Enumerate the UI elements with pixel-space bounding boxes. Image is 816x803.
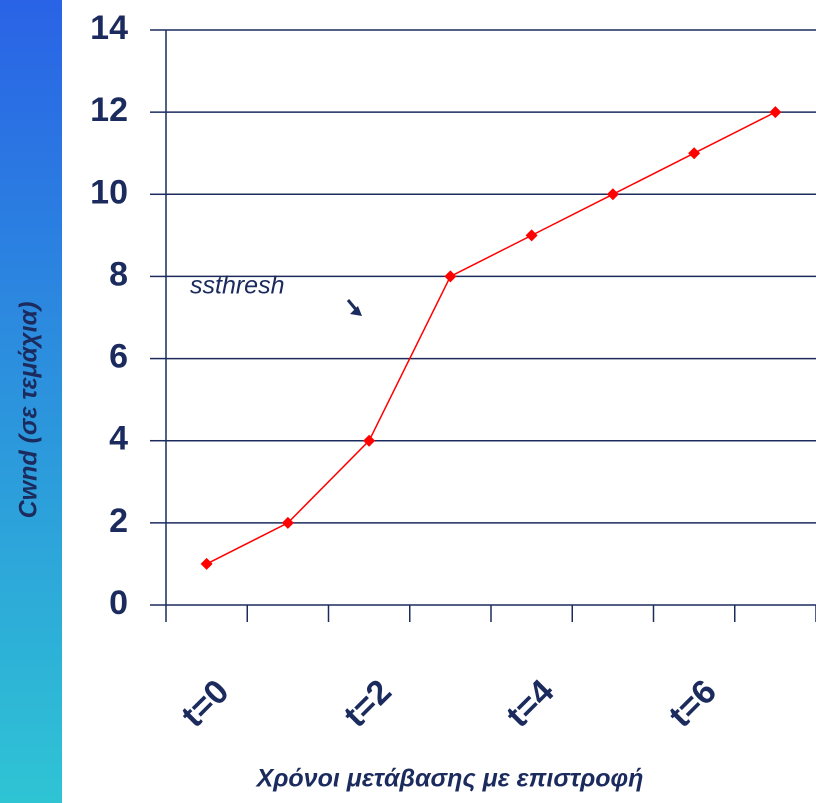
- y-tick-label: 10: [90, 173, 128, 211]
- y-tick-label: 12: [90, 91, 128, 129]
- y-tick-label: 4: [109, 420, 128, 458]
- y-tick-label: 14: [90, 9, 128, 47]
- y-tick-label: 8: [109, 255, 128, 293]
- x-tick-label: t=6: [662, 672, 724, 734]
- data-point: [769, 106, 782, 119]
- y-axis-label: Cwnd (σε τεμάχια): [15, 302, 43, 519]
- data-point: [525, 229, 538, 242]
- annotation-arrow: [346, 299, 362, 316]
- data-point: [444, 270, 457, 283]
- y-tick-label: 0: [109, 584, 128, 622]
- data-point: [200, 557, 213, 570]
- side-strip: [0, 0, 62, 803]
- data-point: [363, 434, 376, 447]
- data-point: [688, 147, 701, 160]
- x-tick-label: t=2: [337, 672, 399, 734]
- x-tick-label: t=4: [499, 672, 561, 734]
- data-point: [281, 516, 294, 529]
- y-tick-label: 2: [109, 502, 128, 540]
- data-line: [206, 111, 776, 565]
- x-axis-label: Χρόνοι μετάβασης με επιστροφή: [255, 765, 644, 793]
- x-tick-label: t=0: [174, 672, 236, 734]
- data-point: [606, 188, 619, 201]
- y-tick-label: 6: [109, 338, 128, 376]
